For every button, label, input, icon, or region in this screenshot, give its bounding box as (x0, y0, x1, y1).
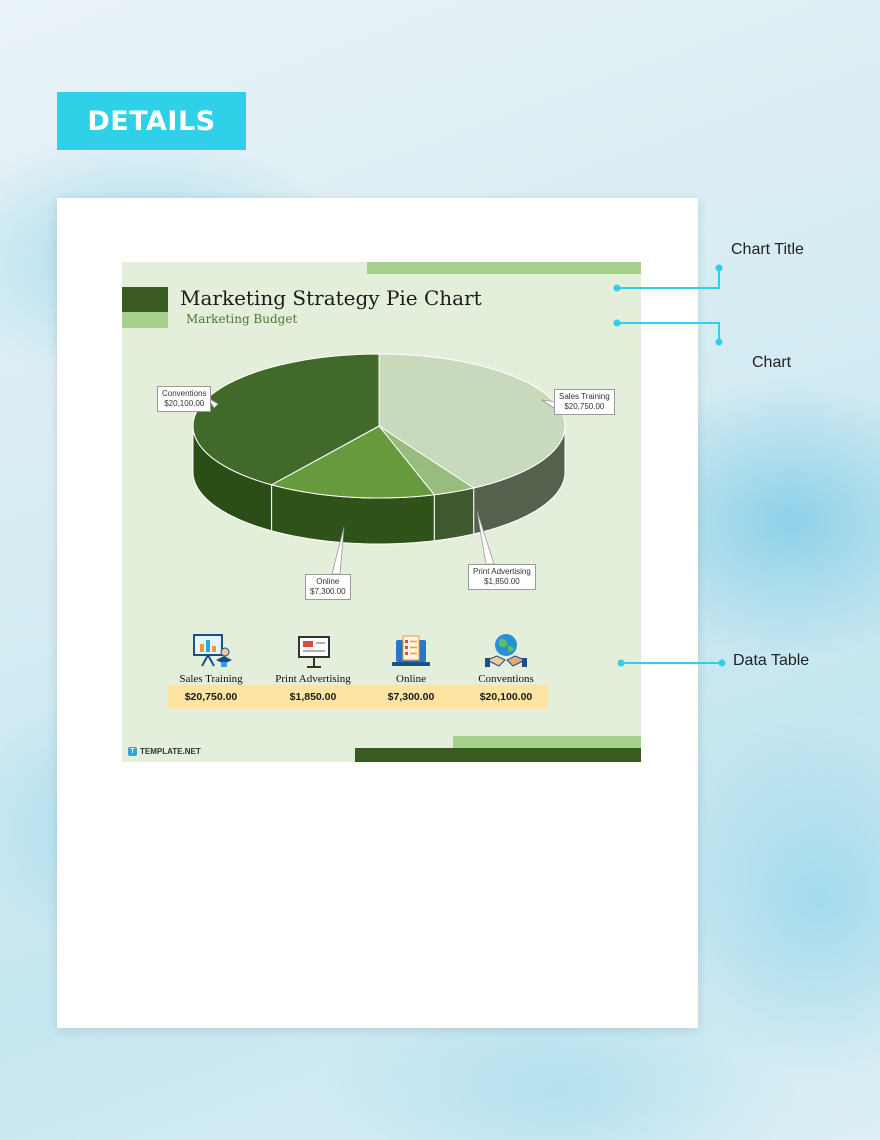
brand-logo-icon: T (128, 747, 137, 756)
table-value-sales-training: $20,750.00 (184, 691, 238, 703)
data-table-values: $20,750.00 $1,850.00 $7,300.00 $20,100.0… (168, 685, 548, 709)
callout-value: $1,850.00 (484, 577, 520, 586)
top-accent-bar (367, 262, 641, 274)
table-label-online: Online (396, 673, 426, 685)
table-label-print-advertising: Print Advertising (275, 673, 351, 685)
annotation-chart-title-line (613, 264, 723, 292)
callout-print-advertising: Print Advertising $1,850.00 (468, 564, 536, 590)
callout-value: $20,100.00 (164, 399, 205, 408)
callout-value: $7,300.00 (310, 587, 346, 596)
callout-sales-training: Sales Training $20,750.00 (554, 389, 615, 415)
details-badge: DETAILS (57, 92, 246, 150)
bottom-dark-bar (355, 748, 641, 762)
globe-handshake-icon (485, 634, 527, 667)
callout-value: $20,750.00 (564, 402, 605, 411)
callout-name: Sales Training (559, 392, 610, 401)
annotation-chart-label: Chart (752, 354, 792, 371)
callout-online: Online $7,300.00 (305, 574, 351, 600)
callout-name: Online (316, 577, 340, 586)
pie-side-walls (192, 425, 566, 545)
annotation-chart-title-label: Chart Title (731, 241, 804, 258)
table-value-online: $7,300.00 (387, 691, 435, 703)
table-label-sales-training: Sales Training (179, 673, 243, 685)
annotation-data-table-line (617, 659, 726, 667)
chart-subtitle: Marketing Budget (186, 312, 298, 326)
table-value-conventions: $20,100.00 (479, 691, 533, 703)
presentation-board-icon (193, 634, 232, 667)
table-label-conventions: Conventions (478, 673, 534, 685)
details-badge-label: DETAILS (87, 105, 216, 137)
bottom-light-bar (453, 736, 641, 748)
annotation-data-table-label: Data Table (733, 652, 810, 669)
callout-pointers (207, 397, 557, 575)
title-dark-block (122, 287, 168, 312)
pie-slice-online (270, 425, 436, 499)
brand-watermark: T TEMPLATE.NET (128, 747, 201, 756)
callout-name: Conventions (162, 389, 207, 398)
pie-chart (192, 353, 566, 575)
pie-slice-print-advertising (378, 425, 475, 496)
table-value-print-advertising: $1,850.00 (289, 691, 337, 703)
brand-name: TEMPLATE.NET (140, 747, 201, 756)
chart-area: Marketing Strategy Pie Chart Marketing B… (122, 262, 641, 762)
callout-conventions: Conventions $20,100.00 (157, 386, 212, 412)
annotation-chart-line (613, 319, 723, 346)
callout-name: Print Advertising (473, 567, 531, 576)
chart-title: Marketing Strategy Pie Chart (180, 286, 482, 310)
billboard-ad-icon (298, 636, 330, 668)
title-light-block (122, 312, 168, 328)
pie-top-faces (192, 353, 566, 499)
laptop-list-icon (392, 635, 430, 666)
